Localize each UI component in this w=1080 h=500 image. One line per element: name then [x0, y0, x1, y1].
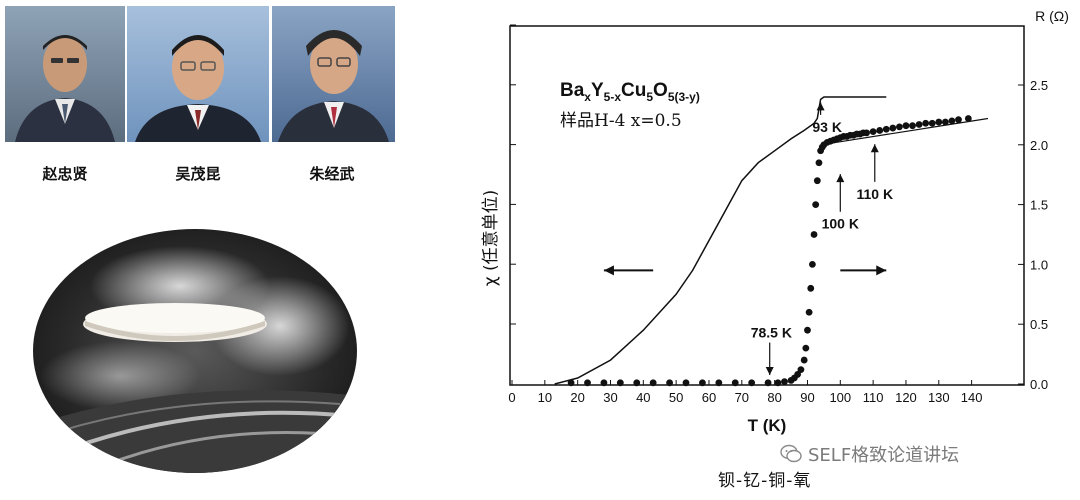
x-tick-label-50: 50 — [669, 390, 683, 405]
annotation-arrowhead-2 — [836, 174, 845, 183]
data-point-0-49 — [895, 123, 903, 131]
data-point-0-21 — [804, 326, 811, 334]
data-point-0-11 — [748, 379, 756, 387]
data-point-0-0 — [567, 379, 575, 387]
bottom-caption: 钡-钇-铜-氧 — [718, 471, 812, 491]
photo-zhu — [272, 6, 395, 142]
photo-zhao — [5, 6, 125, 142]
data-point-0-52 — [915, 121, 923, 128]
caption-zhao: 赵忠贤 — [42, 165, 88, 183]
data-point-0-53 — [922, 119, 930, 127]
data-point-0-25 — [810, 231, 818, 238]
y-axis-label-right: R (Ω) — [1035, 8, 1069, 24]
data-point-0-17 — [794, 371, 802, 378]
axis-arrowhead-left — [603, 265, 614, 276]
watermark-text: SELF格致论道讲坛 — [808, 445, 960, 466]
annotation-arrowhead-0 — [816, 102, 825, 111]
series-layer — [554, 96, 989, 387]
data-point-0-18 — [797, 366, 805, 374]
annotation-label-0: 93 K — [812, 119, 842, 135]
data-point-0-59 — [964, 115, 972, 122]
x-tick-label-100: 100 — [829, 390, 851, 405]
x-axis-ticks: 0 10 20 30 40 50 60 70 80 90 100 110 120 130 140 — [508, 380, 982, 405]
levitation-photo — [33, 229, 357, 473]
x-tick-label-60: 60 — [702, 390, 716, 405]
annotation-arrowhead-1 — [870, 144, 879, 153]
data-point-0-46 — [876, 127, 884, 134]
annotation-label-1: 110 K — [856, 186, 893, 202]
axis-arrowhead-right — [876, 265, 887, 276]
data-point-0-7 — [682, 379, 690, 387]
x-tick-label-90: 90 — [800, 390, 814, 405]
data-point-0-58 — [955, 116, 962, 124]
annotation-label-3: 78.5 K — [751, 325, 792, 341]
data-point-0-55 — [935, 118, 943, 126]
data-point-0-27 — [813, 177, 821, 185]
x-axis-label: T (K) — [748, 416, 787, 435]
x-tick-label-140: 140 — [961, 390, 983, 405]
data-point-0-8 — [699, 379, 706, 387]
data-point-0-10 — [731, 379, 739, 387]
y-tick-label-2.5: 2.5 — [1030, 78, 1048, 93]
fit-line — [820, 117, 989, 146]
x-tick-label-130: 130 — [928, 390, 950, 405]
x-tick-label-0: 0 — [508, 390, 515, 405]
x-tick-label-80: 80 — [767, 390, 781, 405]
x-tick-label-110: 110 — [863, 390, 884, 405]
data-point-0-26 — [812, 201, 820, 209]
x-tick-label-120: 120 — [895, 390, 917, 405]
y-tick-label-0.5: 0.5 — [1030, 317, 1048, 332]
data-point-0-6 — [666, 379, 673, 387]
data-point-0-51 — [909, 122, 916, 130]
annotation-arrowhead-3 — [765, 367, 774, 376]
annotation-layer: 93 K 110 K 100 K 78.5 K — [603, 102, 893, 376]
x-tick-label-40: 40 — [636, 390, 650, 405]
y-tick-label-1.5: 1.5 — [1030, 198, 1048, 213]
x-tick-label-30: 30 — [603, 390, 617, 405]
data-point-0-20 — [802, 344, 810, 352]
data-point-0-48 — [889, 124, 897, 132]
data-point-0-14 — [781, 378, 788, 386]
susceptibility-line — [554, 96, 887, 385]
data-point-0-9 — [715, 379, 723, 387]
y-axis-ticks: 0.0 0.5 1.0 1.5 2.0 2.5 — [510, 24, 1048, 392]
data-point-0-1 — [584, 379, 591, 387]
data-point-0-56 — [941, 118, 949, 126]
caption-zhu: 朱经武 — [309, 165, 355, 183]
data-point-0-13 — [774, 379, 782, 387]
data-point-0-5 — [649, 379, 657, 387]
x-tick-label-10: 10 — [538, 390, 552, 405]
data-point-0-57 — [948, 117, 956, 125]
data-point-0-12 — [764, 379, 772, 387]
wechat-icon — [780, 444, 802, 463]
y-tick-label-2.0: 2.0 — [1030, 138, 1048, 153]
data-point-0-23 — [807, 284, 815, 292]
chart-title: BaxY5-xCu5O5(3-y) — [560, 80, 700, 104]
watermark: SELF格致论道讲坛 — [780, 441, 959, 467]
data-point-0-54 — [928, 119, 936, 127]
data-point-0-2 — [600, 379, 608, 387]
x-tick-label-70: 70 — [735, 390, 749, 405]
y-tick-label-0.0: 0.0 — [1030, 377, 1048, 392]
data-point-0-19 — [800, 356, 808, 364]
data-point-0-4 — [633, 379, 641, 387]
data-point-0-47 — [882, 125, 890, 133]
chart-subtitle: 样品H-4 x=0.5 — [560, 111, 682, 131]
data-point-0-44 — [863, 129, 870, 137]
data-point-0-28 — [815, 159, 823, 167]
data-point-0-50 — [902, 122, 910, 130]
data-point-0-45 — [869, 128, 877, 136]
data-point-0-3 — [616, 379, 624, 387]
data-point-0-24 — [808, 261, 816, 268]
y-axis-label-left: χ (任意单位) — [481, 190, 501, 287]
x-tick-label-20: 20 — [570, 390, 584, 405]
caption-wu: 吴茂昆 — [175, 165, 221, 183]
data-point-0-22 — [805, 308, 813, 316]
y-tick-label-1.0: 1.0 — [1030, 257, 1048, 272]
photo-wu — [127, 6, 269, 142]
annotation-label-2: 100 K — [822, 216, 859, 232]
